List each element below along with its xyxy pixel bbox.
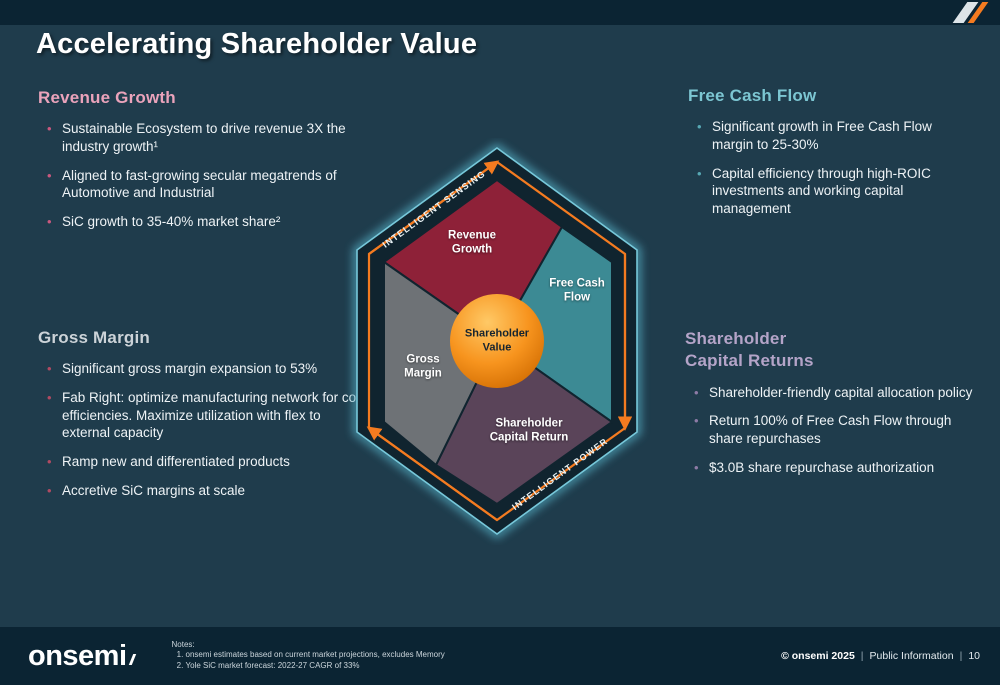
bullet-item: Capital efficiency through high-ROIC inv… — [697, 165, 970, 218]
shareholder-value-diagram: INTELLIGENT SENSING INTELLIGENT POWER Re… — [344, 138, 654, 545]
section-shareholder-capital-returns: Shareholder Capital Returns Shareholder-… — [685, 328, 973, 488]
bullet-item: SiC growth to 35-40% market share² — [47, 213, 360, 231]
shareholder-value-sphere — [450, 294, 544, 388]
footnote-2: Yole SiC market forecast: 2022-27 CAGR o… — [186, 661, 782, 672]
divider: | — [959, 650, 963, 662]
notes-label: Notes: — [171, 640, 195, 650]
segment-label-shareholder-capital-return: Shareholder Capital Return — [489, 417, 569, 444]
footer-meta: © onsemi 2025 | Public Information | 10 — [781, 650, 980, 662]
section-heading-shareholder-capital-returns: Shareholder Capital Returns — [685, 329, 814, 370]
section-heading-gross-margin: Gross Margin — [38, 328, 150, 347]
footnote-1: onsemi estimates based on current market… — [186, 650, 782, 661]
bullet-list-revenue-growth: Sustainable Ecosystem to drive revenue 3… — [38, 120, 360, 231]
classification-label: Public Information — [869, 650, 954, 662]
divider: | — [860, 650, 864, 662]
orange-arrow-bottom — [366, 426, 498, 521]
bullet-item: $3.0B share repurchase authorization — [694, 459, 973, 477]
footnotes: Notes: onsemi estimates based on current… — [172, 640, 782, 672]
section-gross-margin: Gross Margin Significant gross margin ex… — [38, 328, 372, 511]
section-heading-free-cash-flow: Free Cash Flow — [688, 86, 817, 105]
bullet-item: Fab Right: optimize manufacturing networ… — [47, 389, 372, 442]
bullet-item: Shareholder-friendly capital allocation … — [694, 384, 973, 402]
bullet-list-gross-margin: Significant gross margin expansion to 53… — [38, 360, 372, 500]
top-bar — [0, 0, 1000, 25]
bullet-item: Accretive SiC margins at scale — [47, 482, 372, 500]
section-revenue-growth: Revenue Growth Sustainable Ecosystem to … — [38, 88, 360, 242]
orange-arrow-top — [368, 160, 500, 255]
segment-label-revenue-growth: Revenue Growth — [448, 229, 496, 256]
footer-bar: onsemi Notes: onsemi estimates based on … — [0, 627, 1000, 685]
bullet-list-free-cash-flow: Significant growth in Free Cash Flow mar… — [688, 118, 970, 218]
copyright: © onsemi 2025 — [781, 650, 855, 662]
footnote-list: onsemi estimates based on current market… — [172, 650, 782, 672]
bullet-list-shareholder-capital-returns: Shareholder-friendly capital allocation … — [685, 384, 973, 477]
logo-tick-icon — [128, 653, 136, 665]
bullet-item: Significant growth in Free Cash Flow mar… — [697, 118, 970, 154]
page-number: 10 — [968, 650, 980, 662]
bullet-item: Sustainable Ecosystem to drive revenue 3… — [47, 120, 360, 156]
bullet-item: Return 100% of Free Cash Flow through sh… — [694, 412, 973, 448]
onsemi-logo-text: onsemi — [28, 639, 127, 672]
section-heading-revenue-growth: Revenue Growth — [38, 88, 176, 107]
bullet-item: Significant gross margin expansion to 53… — [47, 360, 372, 378]
brand-slash-icon — [950, 2, 990, 23]
page-title: Accelerating Shareholder Value — [36, 28, 478, 60]
bullet-item: Aligned to fast-growing secular megatren… — [47, 167, 360, 203]
segment-label-gross-margin: Gross Margin — [404, 353, 442, 380]
segment-label-free-cash-flow: Free Cash Flow — [549, 277, 605, 304]
center-label-shareholder-value: Shareholder Value — [464, 327, 530, 353]
section-free-cash-flow: Free Cash Flow Significant growth in Fre… — [688, 86, 970, 229]
onsemi-logo: onsemi — [28, 639, 136, 673]
bullet-item: Ramp new and differentiated products — [47, 453, 372, 471]
hexagon-diagram-svg — [353, 143, 641, 539]
